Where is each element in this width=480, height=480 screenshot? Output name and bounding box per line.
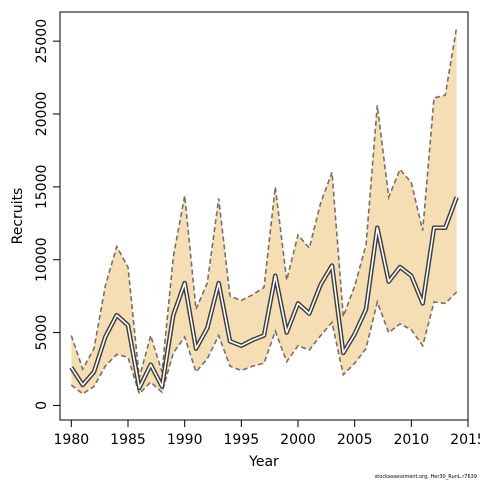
x-tick-label: 2010 xyxy=(394,432,430,448)
x-tick-label: 1985 xyxy=(110,432,146,448)
x-tick-label: 1990 xyxy=(167,432,203,448)
x-axis-title: Year xyxy=(248,454,279,470)
x-tick-label: 2000 xyxy=(280,432,316,448)
x-tick-label: 2015 xyxy=(450,432,480,448)
footer-credit: stockassessment.org, Her30_RunL r7639 xyxy=(375,474,477,480)
y-tick-label: 20000 xyxy=(34,92,50,137)
y-tick-label: 10000 xyxy=(34,237,50,282)
x-tick-label: 1980 xyxy=(54,432,90,448)
y-axis-title: Recruits xyxy=(10,188,26,245)
band-fill xyxy=(71,26,457,394)
lower-bound-line xyxy=(70,291,458,396)
y-tick-label: 25000 xyxy=(34,19,50,64)
upper-bound-line xyxy=(70,26,458,378)
estimate-line-core xyxy=(70,196,458,389)
y-axis: 0 5000 10000 15000 20000 25000 xyxy=(34,19,61,410)
x-tick-label: 2005 xyxy=(337,432,373,448)
y-tick-label: 15000 xyxy=(34,165,50,210)
x-tick-label: 1995 xyxy=(224,432,260,448)
y-tick-label: 0 xyxy=(34,401,50,410)
confidence-band xyxy=(70,26,458,396)
estimate-line-group xyxy=(69,196,459,391)
x-axis: 1980 1985 1990 1995 2000 2005 2010 2015 xyxy=(54,419,480,448)
y-tick-label: 5000 xyxy=(34,315,50,351)
